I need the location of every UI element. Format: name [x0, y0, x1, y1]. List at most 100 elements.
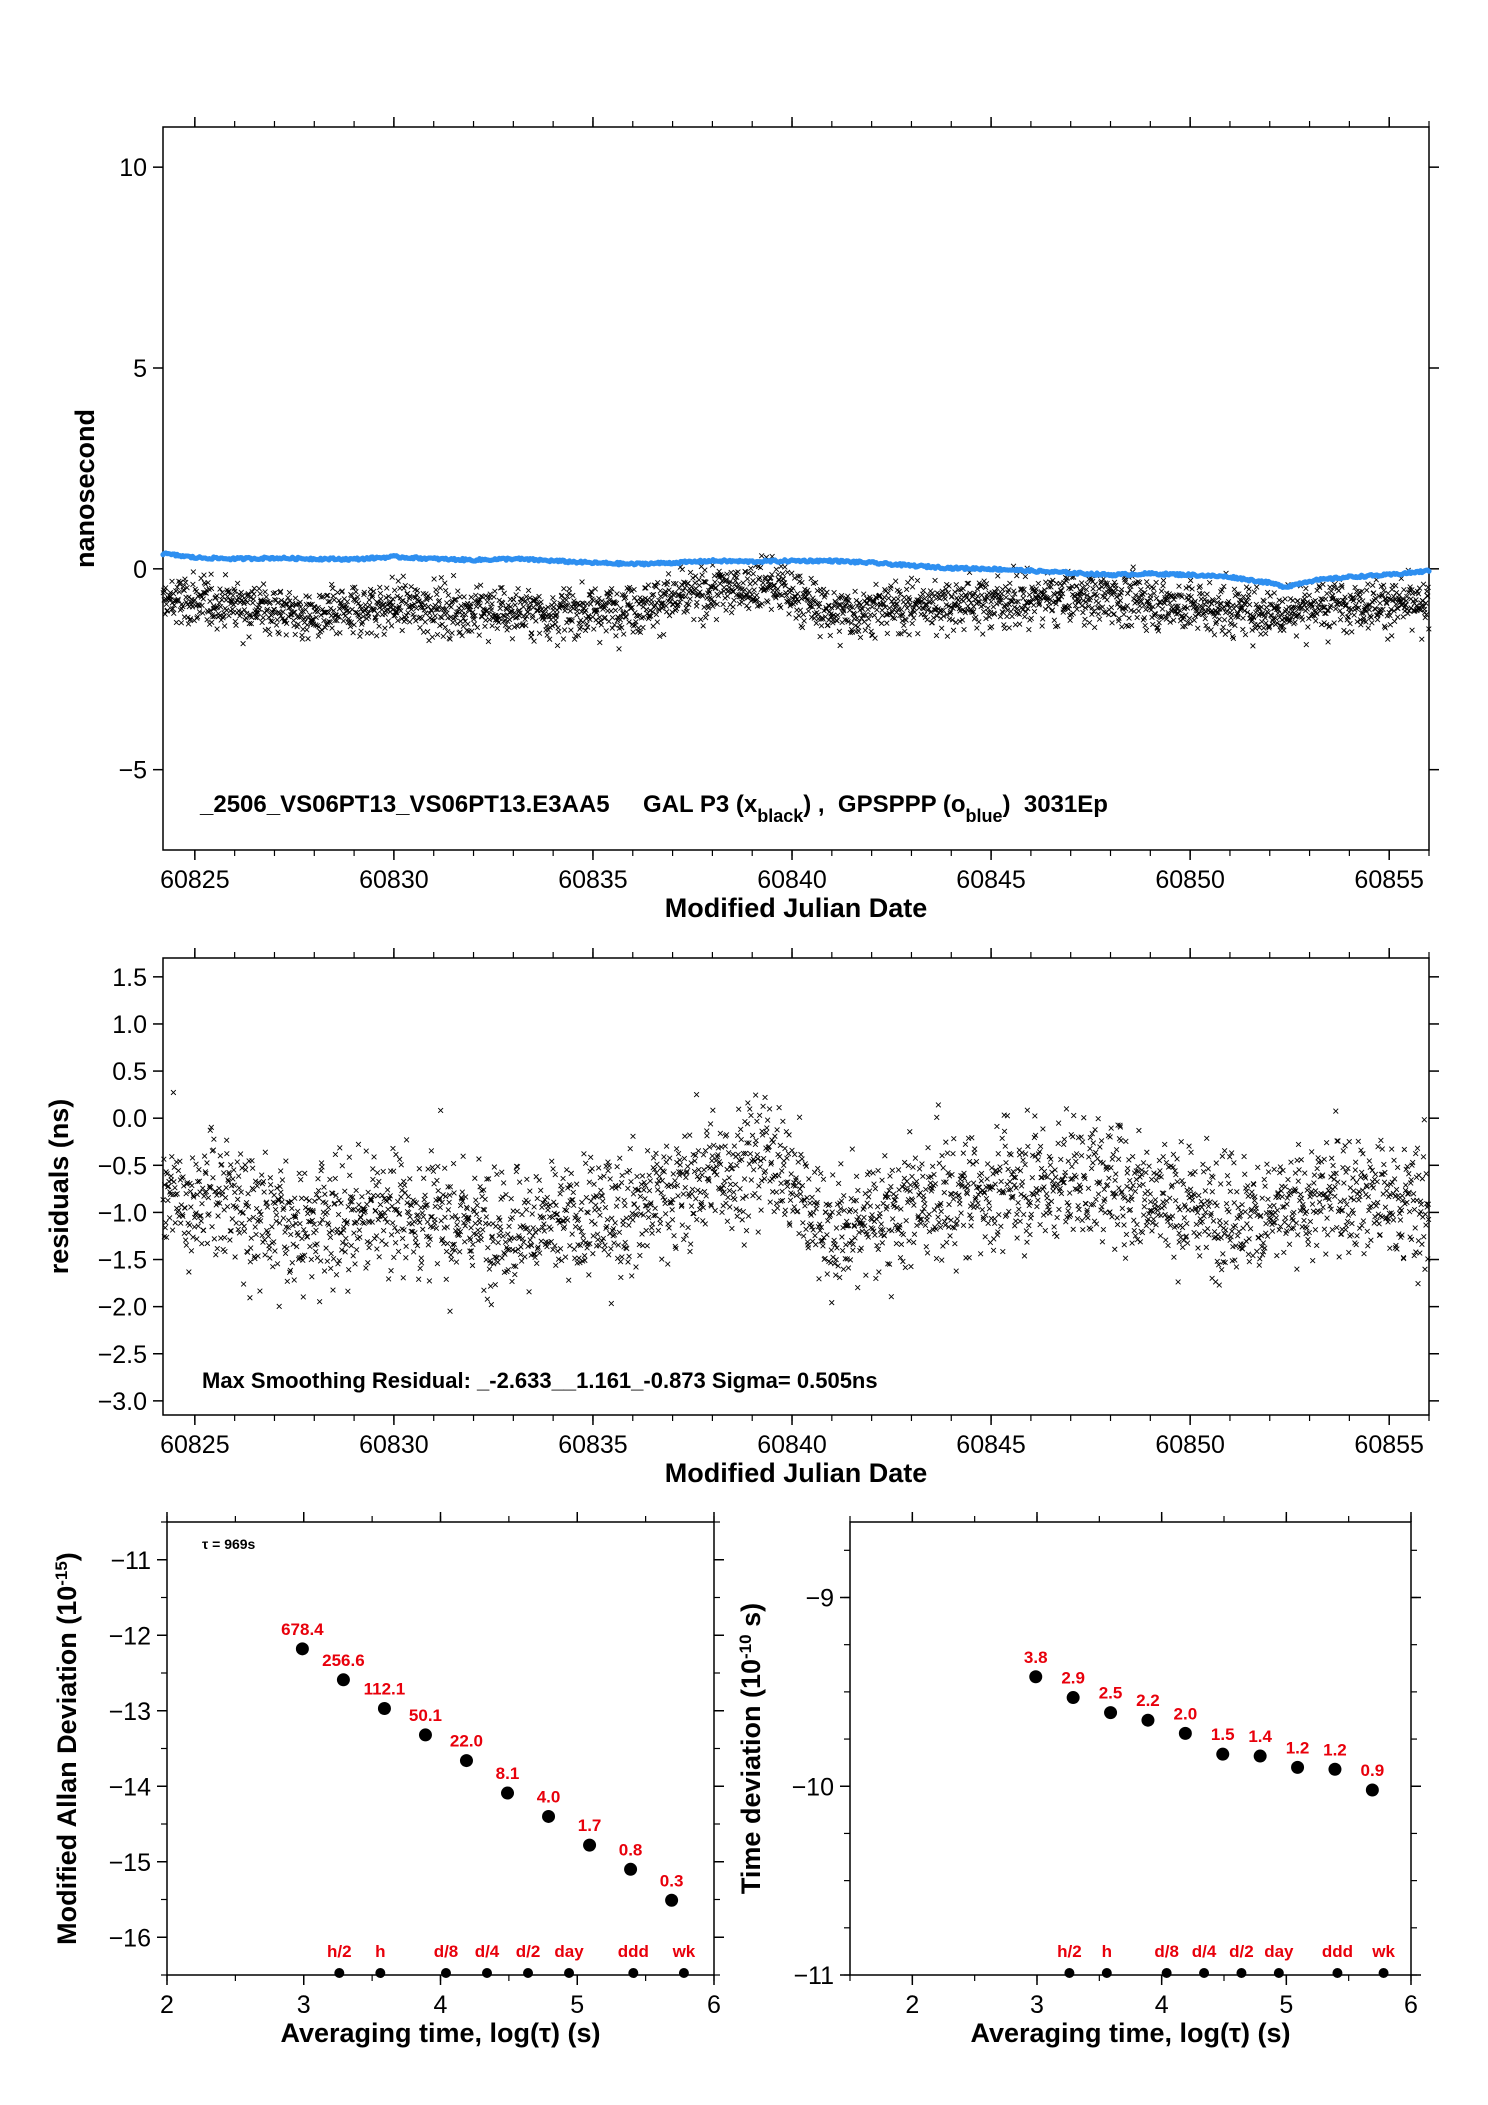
data-point-x	[617, 617, 624, 623]
data-point-x	[679, 566, 686, 573]
data-point-x	[400, 597, 406, 604]
data-point-x	[424, 628, 431, 635]
data-point-x	[453, 596, 459, 603]
data-point-x	[484, 599, 491, 605]
data-point-x	[846, 598, 852, 604]
data-point-x	[579, 600, 586, 606]
data-point-x	[578, 624, 584, 630]
data-point-x	[517, 610, 523, 616]
data-point-x	[735, 569, 741, 575]
data-point-x	[445, 592, 452, 598]
data-point-x	[522, 598, 529, 604]
data-point-x	[774, 586, 781, 592]
data-point-x	[479, 594, 486, 600]
data-point-x	[658, 600, 665, 606]
data-point-x	[336, 606, 343, 612]
data-point-x	[269, 609, 276, 616]
data-point-x	[566, 586, 573, 592]
data-point-x	[525, 587, 532, 594]
data-point-x	[648, 597, 655, 603]
data-point-x	[348, 593, 355, 599]
data-point-x	[569, 618, 575, 624]
data-point-x	[841, 608, 847, 614]
data-point-x	[670, 580, 677, 587]
data-point-x	[716, 568, 722, 575]
data-point-x	[353, 589, 359, 595]
data-point-x	[210, 614, 216, 620]
data-point-x	[468, 601, 474, 607]
data-point-x	[241, 600, 247, 607]
data-point-x	[793, 593, 799, 600]
data-point-x	[678, 593, 684, 599]
data-point-x	[292, 631, 298, 638]
data-point-x	[389, 574, 395, 580]
data-point-x	[612, 600, 618, 606]
y-tick-label: 10	[119, 154, 147, 182]
data-point-x	[442, 580, 448, 586]
data-point-x	[746, 588, 753, 594]
data-point-x	[825, 622, 831, 628]
data-point-x	[814, 600, 821, 607]
data-point-x	[742, 569, 749, 575]
data-point-x	[845, 593, 851, 599]
data-point-x	[246, 620, 253, 627]
data-point-x	[847, 604, 854, 610]
data-point-x	[681, 579, 687, 585]
data-point-x	[790, 585, 796, 591]
data-point-x	[642, 585, 648, 591]
data-point-x	[414, 592, 420, 598]
data-point-x	[545, 627, 552, 633]
data-point-x	[768, 606, 775, 613]
data-point-x	[528, 630, 535, 636]
data-point-x	[422, 602, 428, 609]
data-point-x	[690, 575, 696, 581]
data-point-x	[208, 619, 215, 626]
data-point-x	[724, 571, 730, 577]
data-point-x	[395, 578, 401, 584]
data-point-x	[542, 606, 549, 612]
data-point-x	[543, 623, 550, 629]
data-point-x	[248, 620, 255, 627]
data-point-x	[457, 594, 463, 600]
data-point-x	[653, 611, 660, 618]
data-point-x	[559, 603, 566, 610]
data-point-x	[434, 591, 440, 598]
data-point-x	[256, 585, 262, 592]
data-point-x	[474, 624, 481, 631]
data-point-x	[388, 599, 394, 605]
data-point-x	[487, 591, 493, 597]
data-point-x	[271, 606, 278, 613]
data-point-x	[376, 623, 382, 629]
data-point-x	[523, 593, 530, 600]
data-point-x	[759, 601, 765, 607]
data-point-x	[702, 614, 709, 621]
data-point-x	[329, 625, 335, 631]
data-point-x	[313, 622, 319, 628]
data-point-x	[520, 621, 526, 627]
data-point-x	[176, 589, 183, 595]
data-point-x	[713, 616, 720, 623]
data-point-x	[765, 599, 771, 605]
data-point-x	[200, 596, 207, 602]
data-point-x	[285, 594, 291, 601]
data-point-x	[813, 620, 820, 626]
data-point-x	[368, 630, 375, 636]
data-point-x	[653, 584, 659, 590]
data-point-x	[358, 628, 364, 634]
data-point-x	[769, 571, 775, 578]
data-point-x	[675, 591, 682, 597]
data-point-x	[473, 592, 479, 599]
data-point-x	[247, 611, 253, 618]
data-point-x	[265, 626, 272, 633]
annotation-suffix: ) 3031Ep	[1003, 791, 1108, 818]
data-point-x	[416, 598, 422, 604]
data-point-x	[207, 608, 214, 614]
data-point-x	[334, 617, 340, 624]
data-point-x	[406, 619, 413, 625]
data-point-x	[768, 575, 774, 581]
y-tick-label: 0.0	[112, 1105, 147, 1133]
data-point-x	[735, 581, 741, 588]
data-point-x	[808, 603, 814, 610]
data-point-x	[262, 627, 268, 633]
data-point-x	[782, 564, 788, 570]
